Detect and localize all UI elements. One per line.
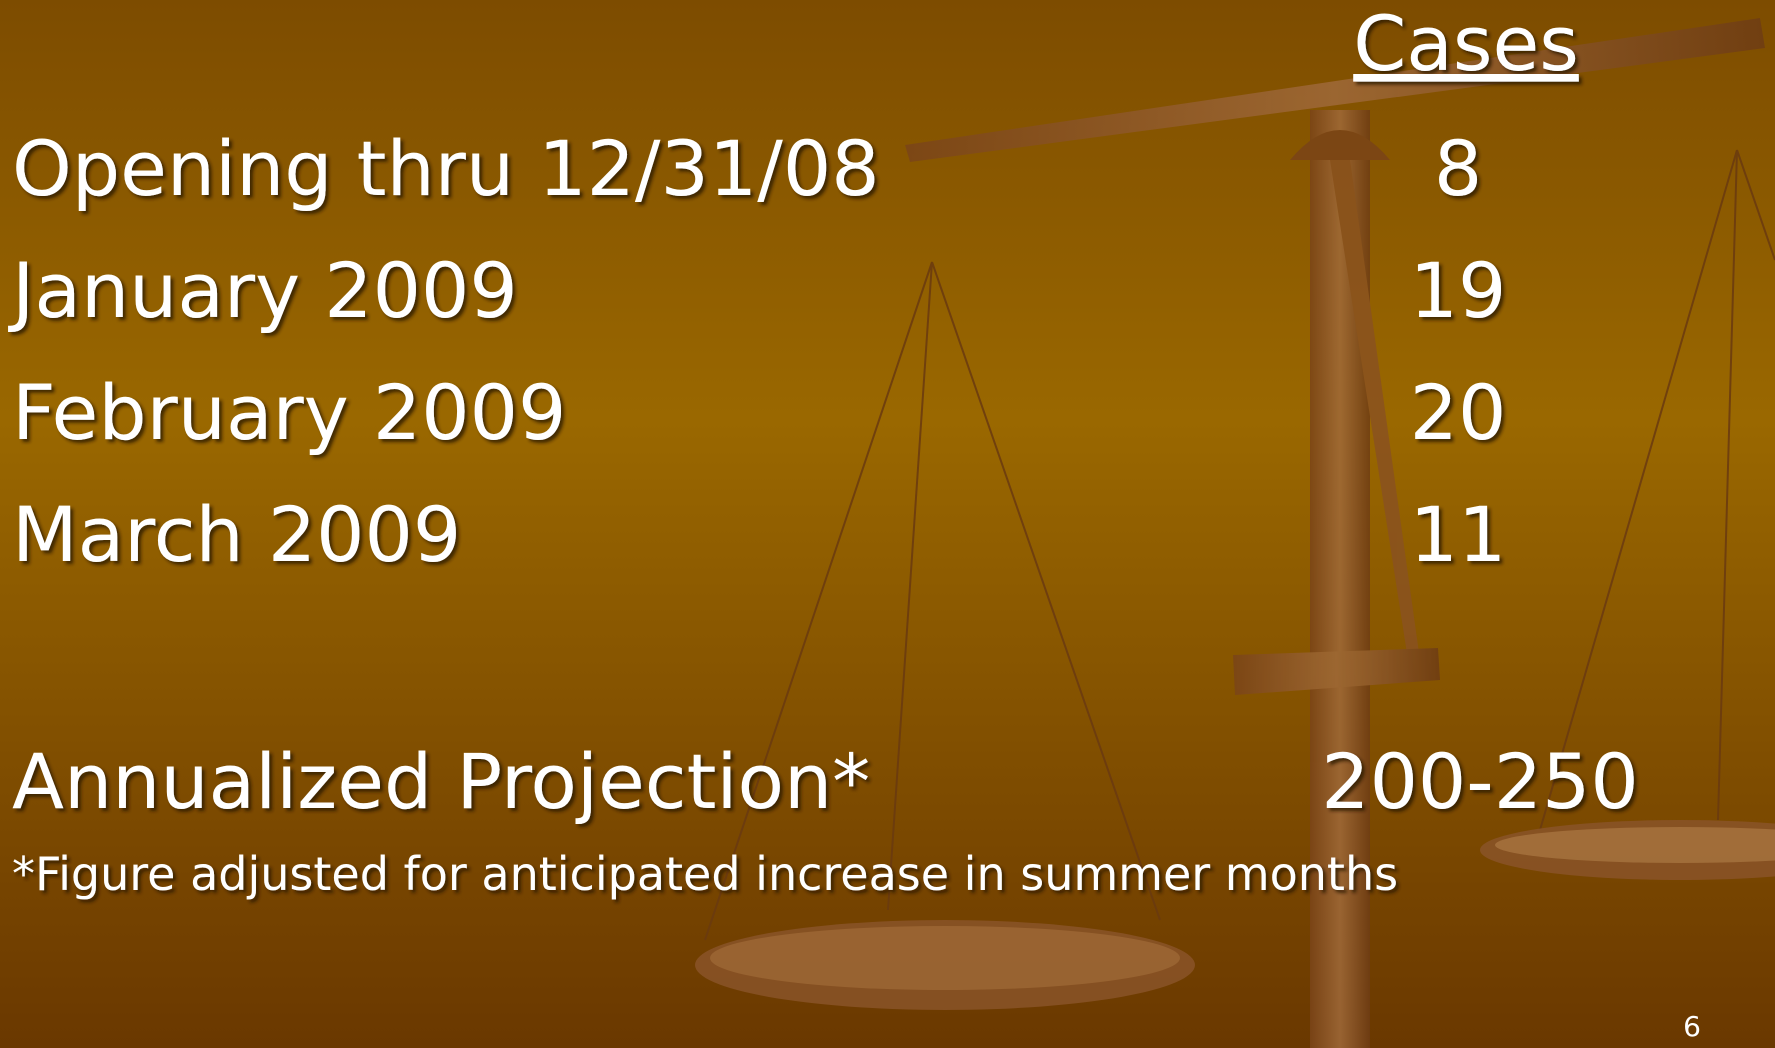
page-number: 6 (1683, 1010, 1701, 1043)
column-header: Cases (1353, 0, 1579, 88)
projection-label: Annualized Projection* (12, 737, 870, 826)
row-cases: 8 (1434, 124, 1482, 213)
slide: Cases Opening thru 12/31/08 8 January 2009… (0, 0, 1775, 1048)
footnote: *Figure adjusted for anticipated increas… (12, 847, 1398, 901)
projection-value: 200-250 (1321, 737, 1639, 826)
row-cases: 20 (1410, 368, 1507, 457)
row-cases: 19 (1410, 246, 1507, 335)
row-label: February 2009 (12, 368, 566, 457)
row-label: Opening thru 12/31/08 (12, 124, 880, 213)
row-label: March 2009 (12, 490, 461, 579)
row-label: January 2009 (8, 246, 518, 335)
row-cases: 11 (1410, 490, 1507, 579)
